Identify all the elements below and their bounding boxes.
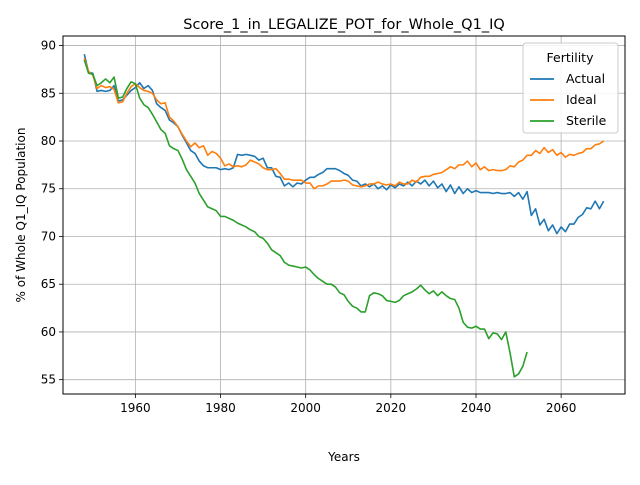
- series-lines: [83, 53, 605, 378]
- series-line-actual: [83, 53, 605, 235]
- legend: Fertility Actual Ideal Sterile: [522, 42, 619, 134]
- x-tick-label: 2060: [546, 401, 577, 415]
- legend-box: [522, 42, 619, 134]
- legend-label-actual: Actual: [566, 71, 605, 86]
- axis-ticks: 1960 1980 2000 2020 2040 2060 55 60 65 70 75 80 85 90: [41, 39, 577, 415]
- series-line-ideal: [83, 57, 605, 190]
- legend-entries: Actual Ideal Sterile: [530, 71, 607, 128]
- x-tick-label: 2040: [461, 401, 492, 415]
- y-tick-label: 70: [41, 229, 56, 243]
- y-tick-label: 65: [41, 277, 56, 291]
- y-tick-label: 85: [41, 86, 56, 100]
- y-tick-label: 60: [41, 325, 56, 339]
- y-tick-label: 80: [41, 134, 56, 148]
- y-axis-label: % of Whole Q1_IQ Population: [14, 128, 28, 303]
- x-tick-label: 2000: [290, 401, 321, 415]
- legend-title: Fertility: [547, 50, 595, 65]
- x-tick-label: 1980: [205, 401, 236, 415]
- y-tick-label: 75: [41, 182, 56, 196]
- y-tick-label: 90: [41, 39, 56, 53]
- x-tick-label: 2020: [376, 401, 407, 415]
- x-axis-label: Years: [327, 450, 360, 464]
- y-tick-label: 55: [41, 373, 56, 387]
- grid: [63, 36, 625, 394]
- series-line-sterile: [83, 59, 528, 378]
- plot-frame: [62, 35, 626, 395]
- legend-label-ideal: Ideal: [566, 92, 596, 107]
- x-tick-label: 1960: [120, 401, 151, 415]
- chart-title: Score_1_in_LEGALIZE_POT_for_Whole_Q1_IQ: [183, 17, 505, 33]
- legend-label-sterile: Sterile: [566, 113, 607, 128]
